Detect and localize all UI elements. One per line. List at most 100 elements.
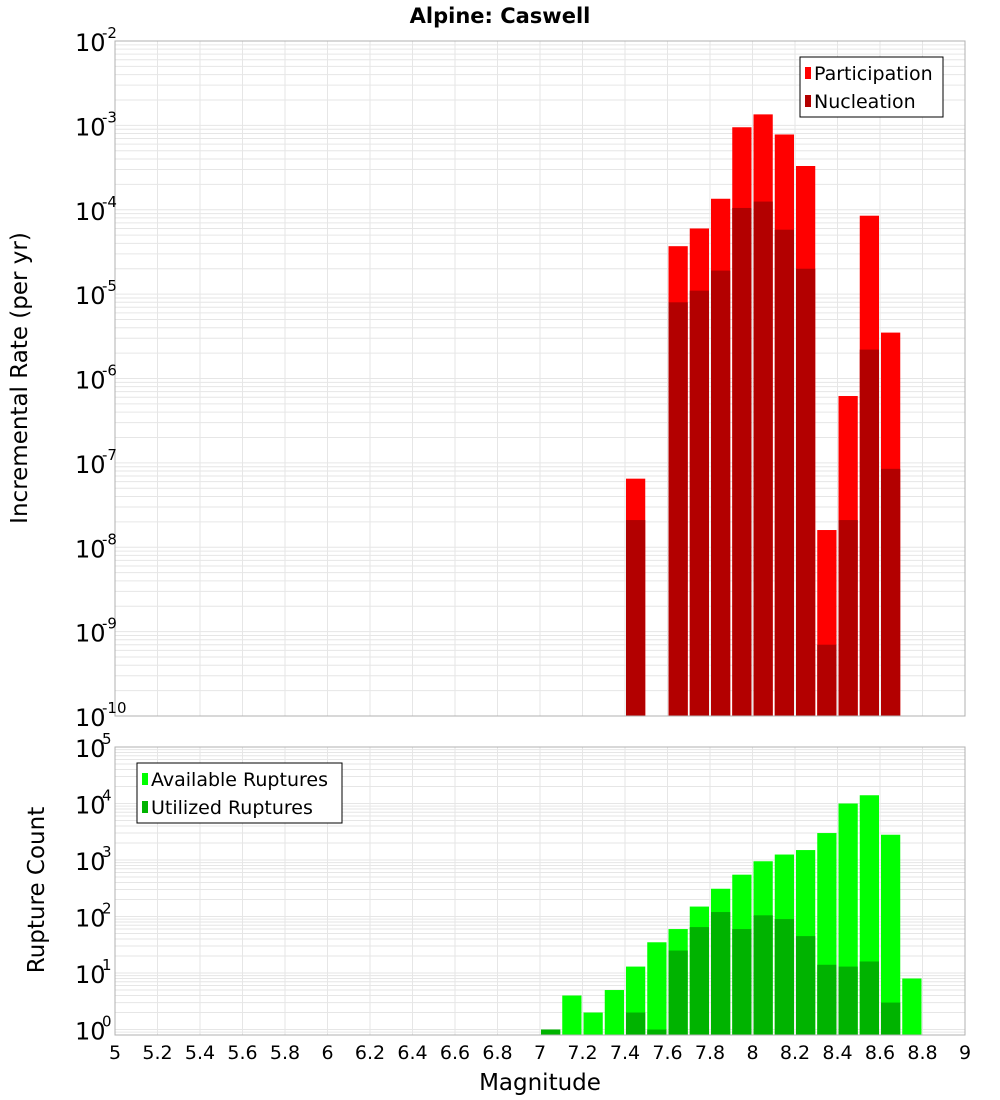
nucleation-bar <box>838 520 858 716</box>
x-tick-label: 6 <box>321 1042 333 1064</box>
legend: Available Ruptures Utilized Ruptures <box>136 762 343 824</box>
utilized-ruptures-bar <box>881 1002 901 1035</box>
legend: Participation Nucleation <box>799 56 944 118</box>
available-ruptures-bar <box>583 1012 603 1035</box>
nucleation-bar <box>774 229 794 717</box>
legend-label: Utilized Ruptures <box>151 797 313 819</box>
y-tick-exponent: 0 <box>102 1013 112 1031</box>
utilized-ruptures-bar <box>711 912 731 1035</box>
legend-box <box>136 762 343 824</box>
y-tick-label: 10 <box>75 848 106 876</box>
y-tick-exponent: 4 <box>102 787 112 805</box>
utilized-ruptures-bar <box>753 915 773 1035</box>
nucleation-bar <box>753 201 773 716</box>
y-tick-exponent: -6 <box>102 362 117 380</box>
available-ruptures-bar <box>902 978 922 1035</box>
grid <box>114 41 966 717</box>
x-tick-label: 5.8 <box>270 1042 300 1064</box>
nucleation-bar <box>732 207 752 716</box>
y-tick-label: 10 <box>75 29 106 57</box>
y-tick-exponent: -2 <box>102 24 117 42</box>
x-ticks: 5 5.2 5.4 5.6 5.8 6 6.2 6.4 6.6 6.8 7 7.2 7.4 7.6 7.8 8… <box>109 1042 971 1064</box>
x-tick-label: 5.2 <box>142 1042 172 1064</box>
legend-swatch <box>805 67 811 79</box>
y-tick-label: 10 <box>75 620 106 648</box>
utilized-ruptures-bar <box>838 966 858 1035</box>
x-tick-label: 7.6 <box>652 1042 682 1064</box>
y-tick-exponent: -9 <box>102 615 117 633</box>
x-axis-label: Magnitude <box>479 1070 601 1096</box>
y-tick-label: 10 <box>75 113 106 141</box>
x-tick-label: 7 <box>534 1042 546 1064</box>
x-tick-label: 8 <box>746 1042 758 1064</box>
x-tick-label: 7.4 <box>610 1042 640 1064</box>
legend-swatch <box>142 773 148 785</box>
y-tick-label: 10 <box>75 792 106 820</box>
x-tick-label: 5.6 <box>227 1042 257 1064</box>
nucleation-bar <box>881 468 901 716</box>
plot-frame <box>114 40 966 717</box>
utilized-ruptures-bar <box>541 1029 561 1035</box>
nucleation-bar <box>817 644 837 716</box>
x-tick-label: 8.6 <box>865 1042 895 1064</box>
utilized-ruptures-bar <box>668 950 688 1035</box>
legend-label: Nucleation <box>814 91 916 113</box>
x-tick-label: 6.8 <box>482 1042 512 1064</box>
y-tick-exponent: 5 <box>102 730 112 748</box>
x-tick-label: 8.4 <box>822 1042 852 1064</box>
x-tick-label: 5.4 <box>185 1042 215 1064</box>
available-ruptures-bar <box>881 834 901 1035</box>
available-ruptures-bar <box>604 990 624 1035</box>
x-tick-label: 5 <box>109 1042 121 1064</box>
legend-label: Available Ruptures <box>151 769 328 791</box>
nucleation-bar <box>711 270 731 716</box>
nucleation-bar <box>859 349 879 716</box>
x-tick-label: 9 <box>959 1042 971 1064</box>
x-tick-label: 8.2 <box>780 1042 810 1064</box>
utilized-ruptures-bar <box>774 919 794 1035</box>
y-tick-label: 10 <box>75 704 106 732</box>
y-tick-label: 10 <box>75 1018 106 1046</box>
utilized-ruptures-bar <box>859 961 879 1035</box>
available-ruptures-bar <box>647 942 667 1035</box>
bars <box>626 114 901 717</box>
utilized-ruptures-bar <box>796 936 816 1035</box>
y-tick-exponent: -3 <box>102 108 117 126</box>
available-ruptures-bar <box>562 995 582 1035</box>
legend-swatch <box>142 801 148 813</box>
utilized-ruptures-bar <box>626 1012 646 1035</box>
nucleation-bar <box>668 302 688 716</box>
x-tick-label: 6.4 <box>397 1042 427 1064</box>
y-tick-exponent: 3 <box>102 843 112 861</box>
y-tick-label: 10 <box>75 961 106 989</box>
y-tick-exponent: 1 <box>102 956 112 974</box>
bottom-y-axis-label: Rupture Count <box>24 807 50 973</box>
y-tick-exponent: -5 <box>102 277 117 295</box>
y-tick-label: 10 <box>75 535 106 563</box>
legend-label: Participation <box>814 63 933 85</box>
y-tick-label: 10 <box>75 905 106 933</box>
legend-swatch <box>805 95 811 107</box>
y-tick-label: 10 <box>75 735 106 763</box>
y-tick-label: 10 <box>75 198 106 226</box>
chart-title: Alpine: Caswell <box>410 4 591 28</box>
y-tick-label: 10 <box>75 282 106 310</box>
utilized-ruptures-bar <box>647 1029 667 1035</box>
y-tick-exponent: -8 <box>102 530 117 548</box>
top-y-axis-label: Incremental Rate (per yr) <box>7 232 33 524</box>
y-tick-exponent: -7 <box>102 446 117 464</box>
x-tick-label: 6.6 <box>440 1042 470 1064</box>
utilized-ruptures-bar <box>689 927 709 1035</box>
x-tick-label: 6.2 <box>355 1042 385 1064</box>
x-tick-label: 7.2 <box>567 1042 597 1064</box>
y-tick-exponent: -10 <box>102 699 127 717</box>
bars <box>541 795 922 1035</box>
nucleation-bar <box>626 520 646 716</box>
x-tick-label: 7.8 <box>695 1042 725 1064</box>
legend-box <box>799 56 944 118</box>
y-tick-label: 10 <box>75 367 106 395</box>
